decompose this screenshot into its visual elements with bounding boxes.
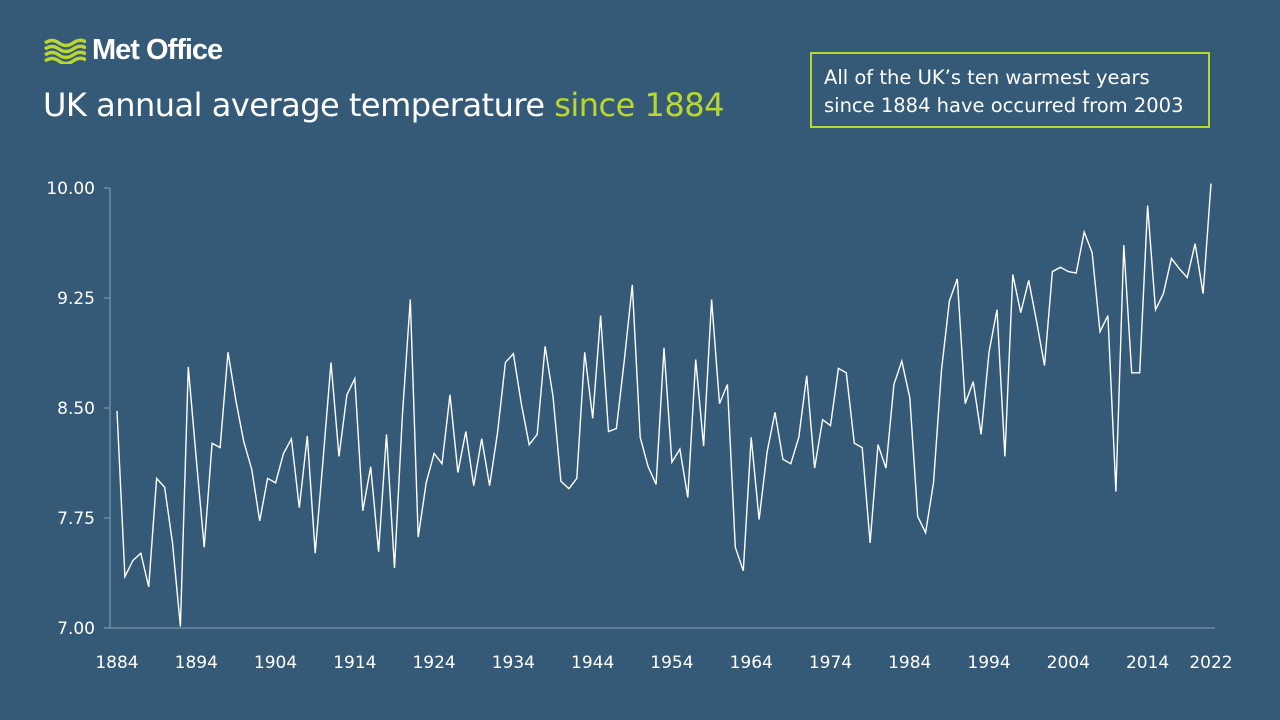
x-tick-label: 2022 [1189, 653, 1232, 673]
x-tick-label: 1924 [412, 653, 455, 673]
title-main: UK annual average temperature [43, 86, 545, 124]
callout-line-1: All of the UK’s ten warmest years [824, 66, 1150, 89]
x-tick-label: 1894 [175, 653, 218, 673]
y-tick-label: 8.50 [57, 399, 95, 419]
y-tick-label: 7.75 [57, 509, 95, 529]
title-highlight: since 1884 [554, 86, 724, 124]
logo-text: Met Office [92, 34, 223, 66]
callout-box: All of the UK’s ten warmest years since … [810, 52, 1210, 128]
met-office-logo: Met Office [44, 34, 223, 67]
x-tick-label: 1914 [333, 653, 376, 673]
y-tick-label: 7.00 [57, 619, 95, 639]
x-tick-label: 2004 [1047, 653, 1090, 673]
x-tick-label: 1954 [650, 653, 693, 673]
y-tick-label: 9.25 [57, 289, 95, 309]
x-tick-label: 1934 [492, 653, 535, 673]
x-tick-label: 2014 [1126, 653, 1169, 673]
x-tick-label: 1944 [571, 653, 614, 673]
y-tick-label: 10.00 [46, 179, 95, 199]
x-tick-label: 1884 [95, 653, 138, 673]
page-title: UK annual average temperature since 1884 [43, 86, 724, 124]
x-tick-label: 1964 [730, 653, 773, 673]
x-tick-label: 1974 [809, 653, 852, 673]
x-tick-label: 1984 [888, 653, 931, 673]
callout-line-2: since 1884 have occurred from 2003 [824, 94, 1184, 117]
waves-logo-icon [44, 38, 86, 64]
temperature-series-line [116, 183, 1212, 627]
x-tick-label: 1904 [254, 653, 297, 673]
x-tick-label: 1994 [967, 653, 1010, 673]
